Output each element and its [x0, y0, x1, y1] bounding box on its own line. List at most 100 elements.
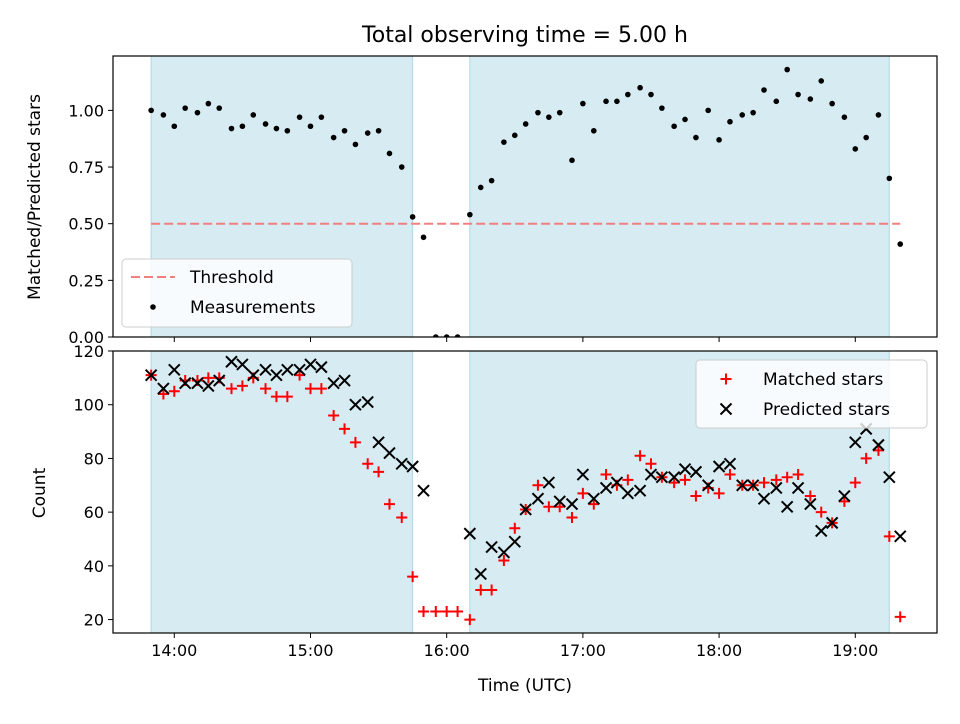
matched-star-point	[872, 444, 884, 456]
predicted-star-point	[746, 479, 760, 492]
matched-star-point	[339, 423, 351, 435]
measurement-point	[262, 121, 269, 127]
measurement-point	[659, 105, 665, 111]
measurement-point	[580, 100, 586, 107]
measurement-point	[364, 130, 371, 136]
measurement-point	[341, 127, 348, 134]
predicted-star-point	[689, 465, 703, 479]
predicted-star-point	[168, 363, 181, 377]
measurement-point	[625, 91, 631, 98]
measurement-point	[739, 112, 746, 118]
matched-star-point	[362, 458, 374, 470]
plot-frame	[112, 350, 938, 634]
observing-window-2	[469, 56, 890, 337]
matched-star-point	[894, 611, 906, 623]
predicted-star-point	[519, 503, 532, 516]
predicted-star-point	[825, 516, 839, 530]
predicted-star-point	[587, 492, 600, 505]
predicted-star-point	[178, 377, 192, 390]
legend-measurements-label: Measurements	[190, 298, 316, 318]
counts-legend: Matched stars Predicted stars	[695, 359, 928, 429]
matched-star-point	[349, 436, 361, 448]
measurement-point	[535, 109, 541, 116]
measurement-point	[160, 112, 167, 118]
measurement-point	[603, 98, 609, 105]
measurement-point	[284, 127, 291, 134]
matched-star-point	[849, 477, 861, 489]
predicted-star-point	[508, 535, 521, 548]
predicted-star-point	[417, 484, 430, 497]
predicted-star-point	[406, 460, 419, 473]
matched-star-point	[236, 380, 248, 392]
predicted-star-point	[542, 476, 556, 489]
y-tick-label: 100	[73, 396, 104, 415]
predicted-star-point	[780, 500, 794, 513]
predicted-star-point	[338, 374, 351, 387]
x-axis-label: Time (UTC)	[477, 676, 572, 696]
predicted-star-point	[315, 360, 328, 374]
matched-star-point	[634, 450, 646, 462]
measurement-point	[761, 87, 767, 93]
measurement-point	[307, 123, 314, 130]
ratio-panel: 0.00 0.25 0.50 0.75 1.00 Threshold Measurement…	[68, 55, 938, 347]
measurement-point	[671, 123, 677, 130]
matched-star-point	[532, 479, 544, 491]
measurement-point	[216, 105, 223, 111]
measurement-point	[488, 177, 495, 184]
predicted-star-point	[293, 363, 306, 377]
predicted-star-point	[838, 489, 851, 503]
legend-threshold-label: Threshold	[189, 268, 274, 288]
x-tick-label: 14:00	[151, 641, 197, 660]
predicted-star-point	[712, 460, 726, 473]
legend-measurements-swatch	[150, 304, 156, 310]
measurement-point	[750, 109, 756, 116]
matched-star-point	[168, 385, 180, 397]
matched-star-point	[315, 383, 327, 395]
measurement-point	[818, 78, 825, 84]
matched-star-point	[396, 512, 408, 524]
predicted-star-point	[349, 398, 362, 411]
matched-star-point	[475, 584, 487, 596]
matched-star-point	[328, 409, 340, 421]
y-tick-label: 20	[84, 611, 104, 630]
measurement-point	[897, 241, 904, 247]
matched-star-point	[383, 498, 395, 510]
measurement-point	[330, 134, 337, 141]
matched-star-point	[792, 469, 804, 481]
predicted-star-point	[281, 363, 294, 377]
x-tick-label: 16:00	[424, 641, 470, 660]
y-tick-label: 0.00	[68, 328, 104, 347]
measurement-point	[569, 157, 575, 164]
measurement-point	[171, 123, 178, 130]
measurement-point	[705, 107, 711, 114]
matched-star-point	[554, 501, 566, 513]
measurement-point	[648, 91, 654, 98]
predicted-star-point	[474, 567, 487, 581]
measurement-point	[228, 125, 235, 132]
predicted-star-point	[849, 436, 862, 449]
predicted-star-point	[213, 374, 226, 387]
measurement-point	[375, 127, 382, 134]
measurement-point	[829, 100, 835, 107]
matched-star-point	[860, 452, 872, 464]
measurement-point	[716, 137, 722, 143]
matched-star-point	[679, 474, 691, 486]
matched-star-point	[588, 498, 600, 510]
y-tick-label: 0.50	[68, 215, 104, 234]
predicted-star-point	[872, 438, 885, 452]
predicted-star-point	[736, 479, 749, 492]
legend-predicted-label: Predicted stars	[763, 400, 890, 420]
matched-star-point	[781, 471, 793, 483]
predicted-star-point	[531, 492, 545, 505]
predicted-star-point	[565, 497, 579, 511]
legend-matched-label: Matched stars	[763, 370, 883, 390]
counts-panel: 20 40 60 80 100 120 14:00 15:00 16:00 17:00 18:00 1…	[73, 342, 938, 660]
matched-star-point	[838, 495, 850, 507]
measurement-point	[693, 134, 699, 141]
measurement-point	[546, 114, 552, 120]
measurement-point	[318, 114, 325, 120]
measurement-point	[477, 184, 484, 191]
matched-star-point	[804, 490, 816, 502]
measurement-point	[590, 127, 597, 134]
